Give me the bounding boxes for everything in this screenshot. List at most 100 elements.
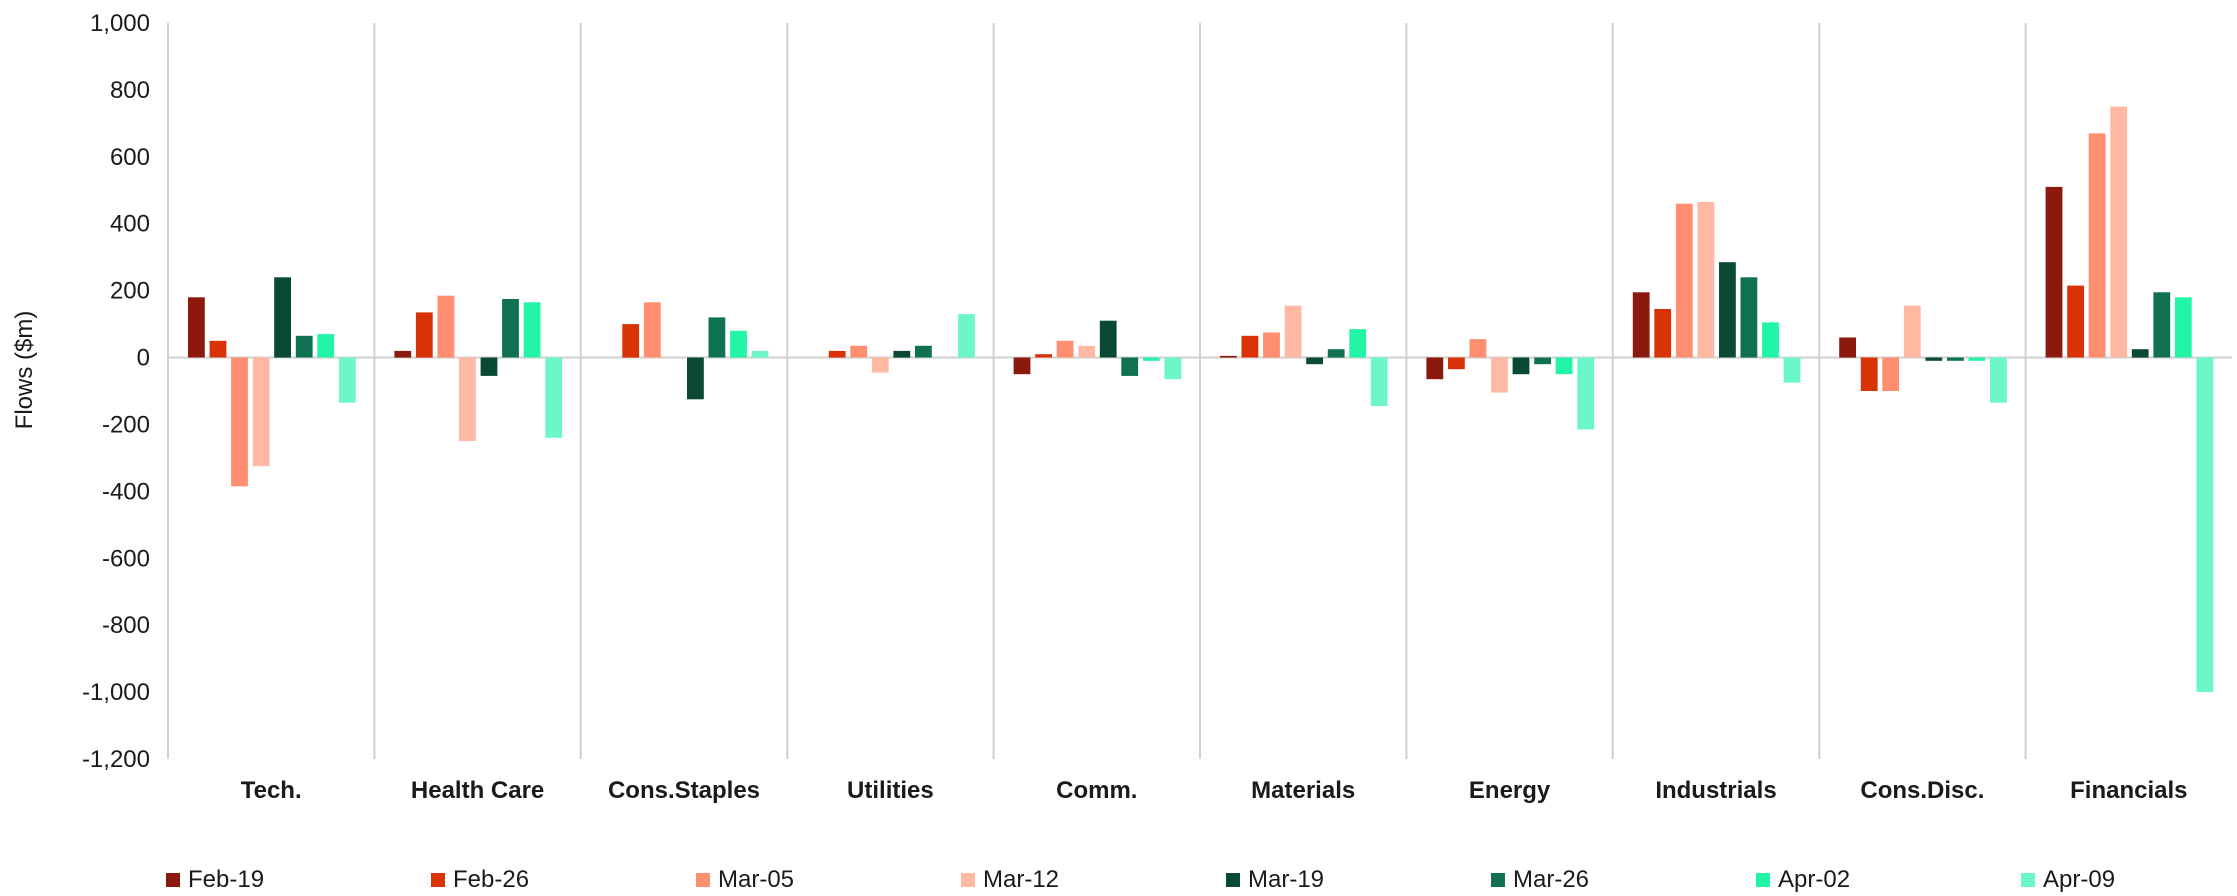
bar: [2067, 285, 2084, 358]
bar: [1491, 357, 1508, 393]
y-tick-label: 600: [110, 144, 150, 171]
legend-swatch: [1226, 873, 1240, 887]
y-tick-label: 200: [110, 278, 150, 305]
legend-swatch: [961, 873, 975, 887]
category-label: Cons.Disc.: [1860, 777, 1984, 804]
bar: [415, 312, 433, 358]
bar: [545, 357, 563, 438]
bar: [1947, 357, 1964, 361]
y-tick-label: -1,200: [82, 746, 150, 773]
legend-item: Mar-05: [696, 866, 794, 894]
bar: [295, 335, 313, 358]
y-tick-label: -200: [102, 411, 150, 438]
category-label: Comm.: [1056, 777, 1137, 804]
legend-swatch: [431, 873, 445, 887]
legend-label: Mar-19: [1248, 866, 1325, 893]
bar: [1078, 345, 1096, 358]
y-axis-title: Flows ($m): [11, 311, 38, 430]
bar: [1306, 357, 1323, 365]
bar: [1555, 357, 1573, 375]
bar: [1968, 357, 1986, 361]
bar: [1469, 339, 1487, 358]
bar: [1719, 262, 1736, 358]
legend-item: Apr-09: [2021, 866, 2115, 894]
legend-label: Feb-26: [453, 866, 530, 893]
bar: [958, 314, 975, 358]
y-tick-label: 0: [137, 345, 150, 372]
bar: [1220, 355, 1237, 358]
bar: [2196, 357, 2214, 692]
bar: [687, 357, 704, 400]
bar: [2110, 106, 2128, 358]
y-tick-label: -600: [102, 545, 150, 572]
bar: [1925, 357, 1943, 361]
bar: [1512, 357, 1530, 375]
bar: [1099, 320, 1117, 358]
bar: [2174, 297, 2192, 358]
bar: [893, 350, 911, 358]
bar: [622, 324, 640, 358]
bar: [338, 357, 356, 403]
bar: [1654, 309, 1672, 358]
bar: [317, 334, 335, 358]
bar: [1121, 357, 1139, 376]
category-label: Health Care: [411, 777, 544, 804]
category-label: Cons.Staples: [608, 777, 760, 804]
y-tick-label: -800: [102, 612, 150, 639]
legend-item: Mar-19: [1226, 866, 1324, 894]
bar: [1142, 357, 1160, 361]
bar: [1370, 357, 1388, 406]
category-label: Utilities: [847, 777, 934, 804]
bar: [480, 357, 498, 376]
legend-item: Apr-02: [1756, 866, 1850, 894]
bar: [1426, 357, 1444, 380]
bar: [1448, 357, 1465, 370]
bar: [2131, 349, 2149, 358]
bar: [1284, 305, 1302, 358]
bar: [751, 350, 769, 358]
legend-label: Apr-09: [2043, 866, 2116, 893]
legend-item: Feb-19: [166, 866, 264, 894]
bar: [850, 345, 868, 358]
bar: [1903, 305, 1921, 358]
bar: [1632, 292, 1650, 358]
legend-item: Mar-12: [961, 866, 1059, 894]
bar: [871, 357, 889, 373]
flows-bar-chart: Flows ($m) 1,000 800 600 400 200 0 -200 -400 -60…: [11, 10, 2232, 804]
bar: [708, 317, 726, 358]
bar: [1241, 335, 1259, 358]
bar: [209, 340, 227, 358]
bar: [1882, 357, 1900, 391]
bar: [502, 299, 519, 358]
bar: [1697, 202, 1715, 358]
category-label: Tech.: [241, 777, 302, 804]
bar: [1035, 354, 1052, 358]
category-label: Energy: [1469, 777, 1551, 804]
bar: [1762, 322, 1779, 358]
legend-label: Mar-26: [1513, 866, 1590, 893]
bar: [1990, 357, 2007, 403]
bar: [231, 357, 248, 487]
bar: [1534, 357, 1551, 365]
bar: [1740, 277, 1758, 358]
bar: [1860, 357, 1878, 391]
bar: [2045, 186, 2063, 358]
bar: [828, 350, 846, 358]
legend-swatch: [166, 873, 180, 887]
y-tick-label: -1,000: [82, 679, 150, 706]
bar: [523, 302, 541, 358]
legend-item: Mar-26: [1491, 866, 1589, 894]
legend-swatch: [696, 873, 710, 887]
legend-swatch: [1491, 873, 1505, 887]
legend-swatch: [2021, 873, 2035, 887]
bar: [1783, 357, 1801, 383]
y-tick-label: -400: [102, 478, 150, 505]
bar: [1839, 337, 1856, 358]
legend-label: Feb-19: [188, 866, 265, 893]
bar: [1327, 349, 1345, 358]
bar: [915, 345, 932, 358]
bar: [1056, 340, 1074, 358]
chart-legend: Feb-19 Feb-26 Mar-05 Mar-12 Mar-19 Mar-26 Apr-…: [166, 866, 2236, 896]
bar: [437, 295, 455, 358]
bar: [459, 357, 476, 442]
